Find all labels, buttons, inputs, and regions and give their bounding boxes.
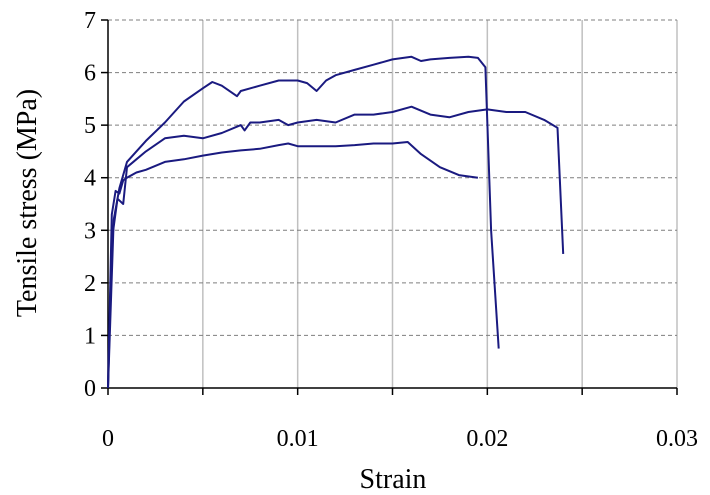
- series-line-1: [107, 141, 479, 389]
- y-tick-label: 0: [84, 376, 96, 402]
- y-tick-label: 5: [84, 113, 96, 139]
- y-axis-title: Tensile stress (MPa): [12, 89, 43, 317]
- y-tick-label: 1: [84, 323, 96, 349]
- tick-labels: 0 0.01 0.02 0.03 0 1 2 3 4 5 6 7: [84, 8, 698, 452]
- grid: [108, 19, 678, 388]
- y-tick-label: 3: [84, 218, 96, 244]
- y-tick-label: 6: [84, 61, 96, 87]
- series-line-3: [107, 55, 500, 389]
- series-line-2: [107, 105, 565, 389]
- x-tick-label: 0.01: [277, 426, 319, 452]
- y-tick-label: 2: [84, 271, 96, 297]
- series-group: [107, 55, 565, 389]
- x-tick-label: 0.02: [466, 426, 508, 452]
- x-tick-label: 0: [102, 426, 114, 452]
- y-tick-label: 7: [84, 8, 96, 34]
- x-axis-title: Strain: [360, 464, 427, 495]
- y-tick-label: 4: [84, 166, 96, 192]
- x-tick-label: 0.03: [656, 426, 698, 452]
- axes: [101, 19, 678, 395]
